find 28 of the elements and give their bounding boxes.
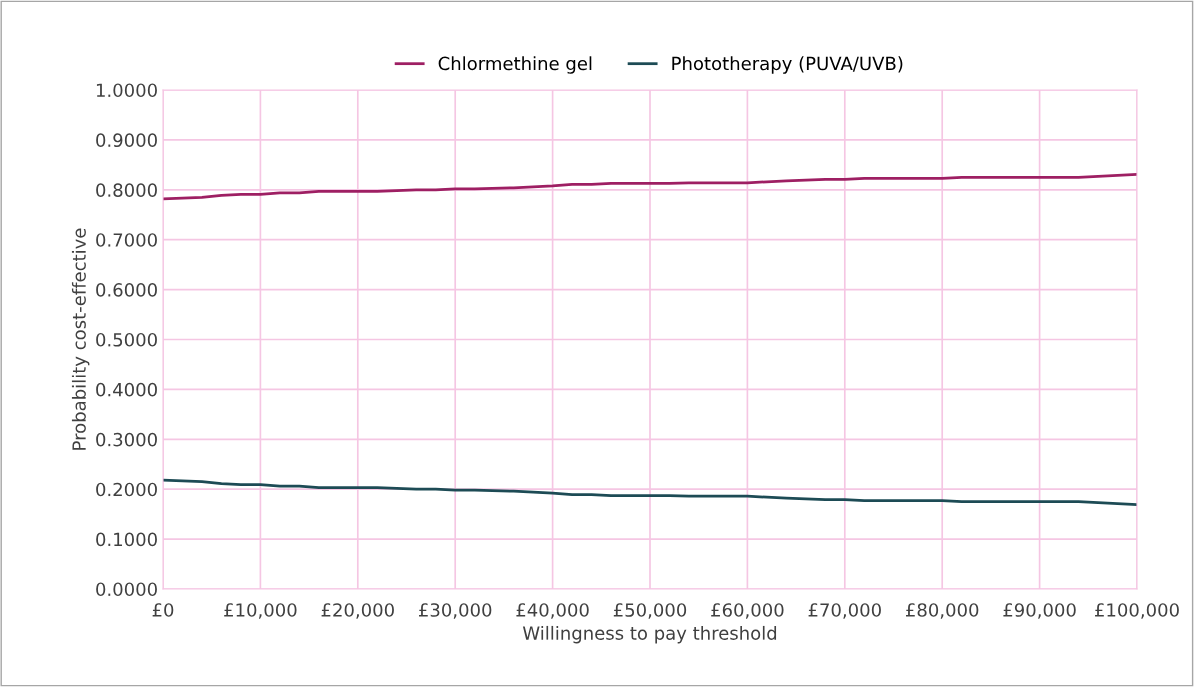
y-axis-title: Probability cost-effective [71,228,90,450]
x-tick-label: £50,000 [613,603,687,619]
y-tick-label: 0.4000 [96,382,157,397]
y-tick-label: 0.1000 [96,532,157,547]
line-series [163,478,1137,507]
x-tick-label: £20,000 [321,603,394,619]
x-tick-label: £10,000 [224,603,297,619]
x-tick-label: £30,000 [419,603,492,619]
y-tick-label: 0.9000 [96,133,157,148]
x-tick-label: £0 [152,603,174,617]
legend-label: Phototherapy (PUVA/UVB) [672,56,903,74]
x-tick-label: £90,000 [1003,603,1076,619]
y-tick-label: 0.0000 [96,582,157,597]
x-tick-label: £60,000 [711,603,784,619]
y-tick-label: 1.0000 [96,83,157,98]
x-tick-label: £70,000 [808,603,881,619]
y-tick-label: 0.3000 [96,432,157,447]
legend-label: Chlormethine gel [438,56,592,74]
y-tick-label: 0.5000 [96,332,157,347]
line-series [163,172,1137,201]
y-tick-label: 0.8000 [96,183,157,197]
y-tick-label: 0.2000 [96,482,157,497]
x-tick-label: £100,000 [1095,603,1179,619]
x-tick-label: £40,000 [516,603,589,619]
y-tick-label: 0.6000 [96,283,157,297]
y-tick-label: 0.7000 [96,233,157,247]
x-axis-title: Willingness to pay threshold [522,625,777,644]
x-tick-label: £80,000 [906,603,979,619]
